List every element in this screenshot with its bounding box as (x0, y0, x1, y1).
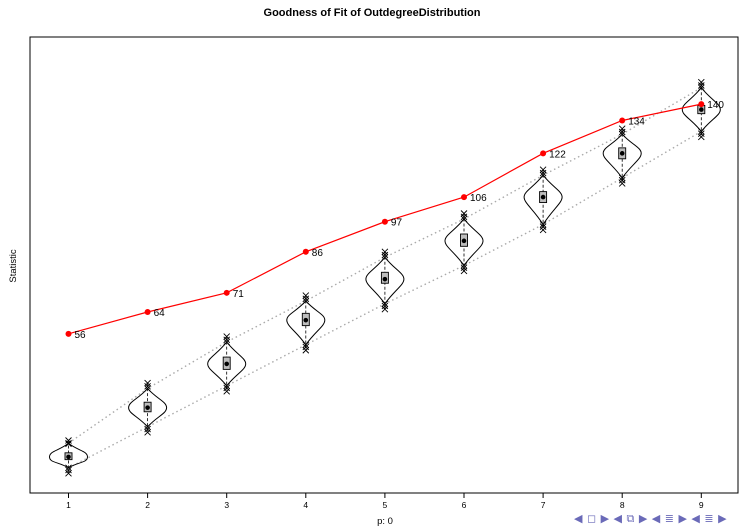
outlier-mark-4-0 (302, 292, 310, 299)
observed-label-9: 140 (707, 100, 724, 111)
x-tick-label-7: 7 (541, 500, 546, 510)
observed-label-6: 106 (470, 193, 487, 204)
outlier-mark-8-1 (618, 128, 626, 136)
outlier-mark-3-2 (223, 338, 231, 346)
y-axis-label: Statistic (8, 249, 19, 283)
outlier-mark-9-3 (697, 128, 705, 135)
upper-band-line (68, 87, 702, 444)
outlier-mark-2-2 (144, 385, 151, 392)
observed-label-3: 71 (233, 289, 245, 300)
outlier-mark-3-1 (223, 336, 231, 344)
outlier-mark-7-5 (539, 226, 547, 234)
outlier-mark-3-5 (223, 387, 231, 395)
outlier-mark-8-5 (618, 180, 626, 187)
chart-title: Goodness of Fit of OutdegreeDistribution (264, 7, 481, 19)
outlier-mark-2-5 (144, 428, 151, 436)
observed-point-3 (223, 289, 230, 296)
outlier-mark-3-0 (223, 333, 231, 340)
outlier-mark-7-2 (539, 171, 547, 179)
outlier-mark-5-5 (381, 305, 389, 313)
outlier-mark-3-3 (223, 382, 231, 390)
observed-point-8 (619, 117, 626, 124)
beamer-navigation-icons[interactable]: ◀ ◻ ▶ ◀ ⧉ ▶ ◀ ≣ ▶ ◀ ≣ ▶ (574, 512, 728, 525)
outlier-mark-5-1 (381, 251, 389, 259)
observed-point-5 (381, 218, 388, 225)
outlier-mark-8-3 (618, 174, 626, 182)
observed-label-4: 86 (312, 248, 324, 259)
median-point-9 (699, 107, 704, 112)
x-tick-label-1: 1 (66, 500, 71, 510)
outlier-mark-1-2 (65, 439, 72, 447)
plot-frame (29, 36, 739, 494)
outlier-mark-6-0 (460, 210, 468, 217)
outlier-mark-6-1 (460, 213, 468, 221)
outlier-mark-8-2 (618, 130, 626, 138)
x-tick-label-6: 6 (462, 500, 467, 510)
median-point-7 (540, 194, 546, 200)
observed-label-1: 56 (75, 330, 87, 341)
outlier-mark-7-3 (539, 221, 547, 228)
median-point-8 (619, 151, 625, 156)
outlier-mark-1-5 (65, 470, 72, 477)
outlier-mark-9-5 (697, 133, 705, 141)
outlier-mark-4-4 (302, 343, 310, 351)
outlier-mark-2-3 (144, 423, 151, 431)
outlier-mark-1-0 (65, 437, 72, 444)
observed-point-2 (144, 308, 151, 315)
observed-point-1 (65, 330, 72, 337)
median-point-5 (382, 276, 388, 282)
outlier-mark-6-2 (460, 215, 468, 223)
outlier-mark-4-5 (302, 346, 310, 354)
outlier-mark-9-1 (697, 82, 705, 89)
x-tick-label-4: 4 (303, 500, 308, 510)
outlier-mark-4-1 (302, 295, 310, 303)
observed-point-4 (302, 248, 309, 255)
outlier-mark-5-4 (381, 302, 389, 310)
outlier-mark-6-5 (460, 267, 468, 275)
observed-point-7 (540, 150, 547, 157)
outlier-mark-7-4 (539, 223, 547, 230)
median-point-6 (461, 238, 467, 244)
outlier-mark-5-3 (381, 300, 389, 308)
outlier-mark-6-3 (460, 262, 468, 269)
outlier-mark-1-3 (65, 464, 72, 472)
outlier-mark-2-4 (144, 425, 151, 433)
outlier-mark-2-0 (144, 379, 151, 387)
outlier-mark-9-2 (697, 84, 705, 92)
outlier-mark-7-1 (539, 169, 547, 177)
outlier-mark-5-0 (381, 248, 389, 256)
x-tick-label-2: 2 (145, 500, 150, 510)
observed-point-9 (698, 101, 705, 108)
outlier-mark-7-0 (539, 166, 547, 174)
outlier-mark-8-0 (618, 125, 626, 133)
outlier-mark-4-3 (302, 341, 310, 349)
outlier-mark-4-2 (302, 297, 310, 305)
outlier-mark-6-4 (460, 264, 468, 271)
median-point-3 (224, 361, 229, 367)
observed-point-6 (461, 194, 467, 201)
observed-label-2: 64 (154, 308, 166, 319)
outlier-mark-2-1 (144, 383, 151, 390)
observed-label-5: 97 (391, 218, 403, 229)
x-axis-label: p: 0 (377, 516, 393, 527)
median-point-2 (145, 405, 150, 410)
median-point-4 (303, 317, 309, 323)
outlier-mark-1-4 (65, 466, 72, 474)
x-tick-label-8: 8 (620, 500, 625, 510)
x-tick-label-9: 9 (699, 500, 704, 510)
observed-label-8: 134 (628, 117, 645, 128)
outlier-mark-8-4 (618, 176, 626, 184)
outlier-mark-3-4 (223, 384, 231, 392)
outlier-mark-9-4 (697, 130, 705, 137)
x-tick-label-5: 5 (383, 500, 388, 510)
median-point-1 (66, 454, 71, 460)
x-tick-label-3: 3 (224, 500, 229, 510)
outlier-mark-5-2 (381, 253, 389, 261)
outlier-mark-9-0 (697, 78, 705, 86)
observed-label-7: 122 (549, 149, 566, 160)
